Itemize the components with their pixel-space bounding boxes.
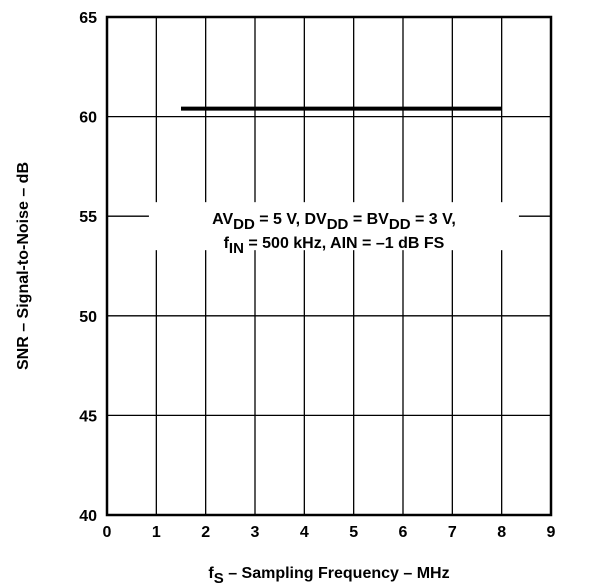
annotation-line: AVDD = 5 V, DVDD = BVDD = 3 V, bbox=[212, 211, 456, 233]
x-tick-label: 9 bbox=[547, 524, 556, 541]
x-tick-label: 3 bbox=[251, 524, 260, 541]
annotation-line: fIN = 500 kHz, AIN = –1 dB FS bbox=[224, 235, 445, 257]
x-tick-label: 5 bbox=[349, 524, 358, 541]
x-tick-label: 1 bbox=[152, 524, 161, 541]
grid-lines bbox=[107, 17, 551, 515]
x-tick-label: 7 bbox=[448, 524, 457, 541]
y-tick-label: 55 bbox=[79, 209, 97, 226]
y-tick-label: 60 bbox=[79, 110, 97, 127]
y-axis-label: SNR – Signal-to-Noise – dB bbox=[15, 162, 32, 370]
x-tick-label: 6 bbox=[399, 524, 408, 541]
conditions-annotation: AVDD = 5 V, DVDD = BVDD = 3 V,fIN = 500 … bbox=[212, 211, 456, 257]
x-tick-label: 4 bbox=[300, 524, 309, 541]
x-axis-label: fS – Sampling Frequency – MHz bbox=[208, 565, 449, 587]
x-tick-label: 8 bbox=[497, 524, 506, 541]
x-tick-label: 2 bbox=[201, 524, 210, 541]
plot-frame bbox=[105, 15, 553, 517]
x-tick-label: 0 bbox=[103, 524, 112, 541]
x-tick-labels: 0 1 2 3 4 5 6 7 8 9 bbox=[103, 524, 556, 541]
annotation-background bbox=[148, 202, 519, 251]
y-tick-label: 40 bbox=[79, 508, 97, 525]
y-tick-label: 50 bbox=[79, 309, 97, 326]
y-tick-label: 45 bbox=[79, 408, 97, 425]
y-tick-labels: 40 45 50 55 60 65 bbox=[79, 10, 97, 525]
y-tick-label: 65 bbox=[79, 10, 97, 27]
